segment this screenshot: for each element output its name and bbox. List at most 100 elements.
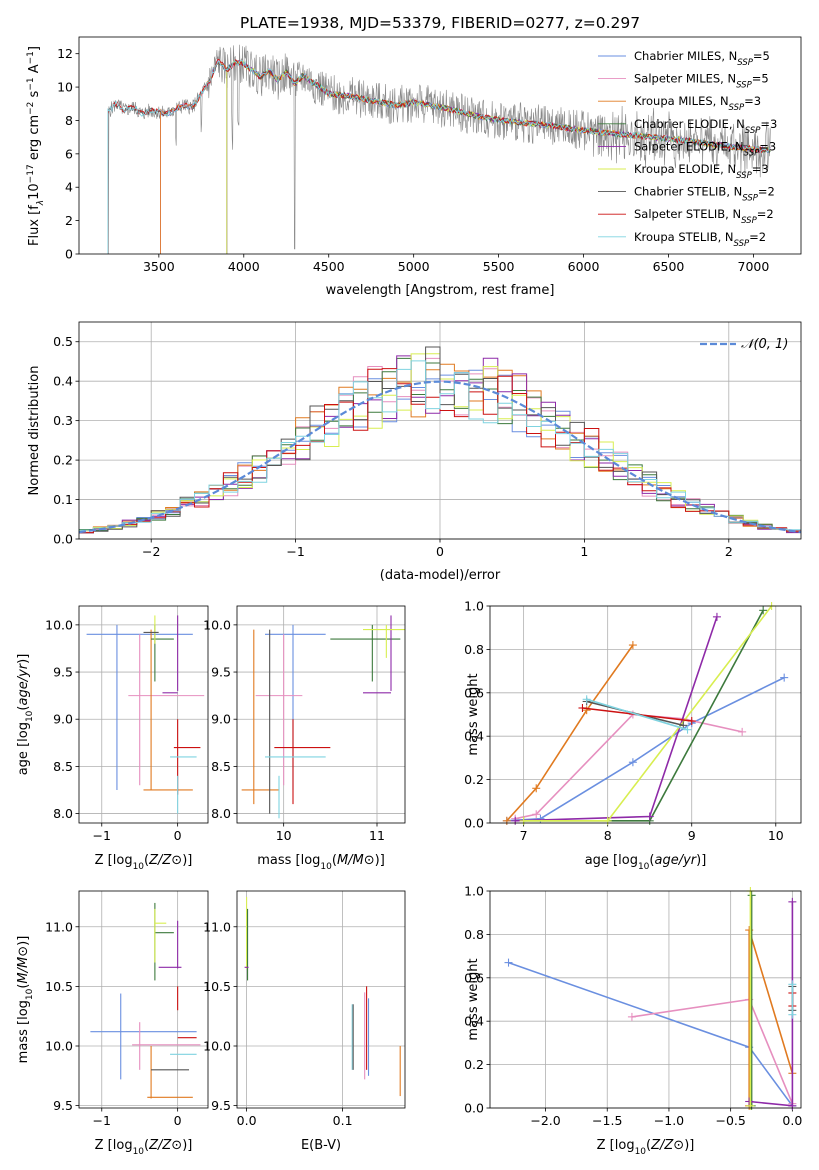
weight-line-kroupa-miles bbox=[506, 644, 634, 822]
legend-label: Chabrier STELIB, NSSP=2 bbox=[634, 185, 775, 204]
x-tick-label: 4000 bbox=[228, 259, 260, 274]
x-tick-label: 4500 bbox=[313, 259, 345, 274]
x-tick-label: 0 bbox=[174, 828, 182, 843]
plus-marker bbox=[645, 812, 654, 821]
y-tick-label: 0.4 bbox=[464, 729, 484, 744]
y-tick-label: 10.5 bbox=[45, 979, 73, 994]
figure-title: PLATE=1938, MJD=53379, FIBERID=0277, z=0… bbox=[240, 14, 640, 32]
y-tick-label: 0.0 bbox=[464, 1101, 484, 1116]
x-tick-label: −0.5 bbox=[715, 1113, 745, 1128]
plus-marker bbox=[628, 641, 637, 650]
plus-marker bbox=[747, 891, 756, 900]
plus-marker bbox=[745, 1097, 754, 1106]
plus-marker bbox=[511, 816, 520, 825]
x-tick-label: 0.0 bbox=[237, 1113, 257, 1128]
y-tick-label: 0.2 bbox=[53, 453, 73, 468]
y-tick-label: 0.1 bbox=[53, 492, 73, 507]
plus-marker bbox=[738, 727, 747, 736]
plus-marker bbox=[788, 1101, 797, 1110]
x-tick-label: −2 bbox=[142, 544, 160, 559]
y-axis-label: mass weight bbox=[466, 673, 481, 755]
y-tick-label: 0 bbox=[65, 247, 73, 262]
x-tick-label: −1.0 bbox=[654, 1113, 684, 1128]
axes-frame bbox=[78, 605, 209, 824]
y-tick-label: 0.6 bbox=[464, 970, 484, 985]
y-tick-label: 0.8 bbox=[464, 642, 484, 657]
plus-marker bbox=[502, 816, 511, 825]
x-axis-label: (data-model)/error bbox=[380, 568, 501, 583]
y-tick-label: 9.5 bbox=[211, 1098, 231, 1113]
axes-frame bbox=[236, 605, 406, 824]
legend-label: Salpeter MILES, NSSP=5 bbox=[634, 72, 769, 91]
weight-line-kroupa-miles bbox=[748, 929, 794, 1106]
y-axis-label: age [log10(age/yr)] bbox=[16, 654, 35, 776]
x-axis-label: E(B-V) bbox=[301, 1138, 341, 1153]
plus-marker bbox=[788, 980, 797, 989]
x-tick-label: 0.0 bbox=[782, 1113, 802, 1128]
y-tick-label: 8 bbox=[65, 113, 73, 128]
model-line-salpeter-miles bbox=[160, 58, 770, 254]
y-tick-label: 9.5 bbox=[53, 1098, 73, 1113]
x-axis-label: Z [log10(Z/Z⊙)] bbox=[597, 1138, 695, 1157]
model-line-chabrier-miles bbox=[160, 59, 770, 254]
y-tick-label: 0.2 bbox=[464, 772, 484, 787]
weight-line-salpeter-miles bbox=[515, 713, 743, 820]
y-tick-label: 9.0 bbox=[53, 712, 73, 727]
y-tick-label: 9.0 bbox=[211, 712, 231, 727]
x-tick-label: 8 bbox=[604, 828, 612, 843]
axes-frame bbox=[236, 890, 406, 1109]
y-tick-label: 0.8 bbox=[464, 927, 484, 942]
x-tick-label: 0 bbox=[436, 544, 444, 559]
x-tick-label: 3500 bbox=[143, 259, 175, 274]
spectrum-legend: Chabrier MILES, NSSP=5 Salpeter MILES, NS… bbox=[598, 49, 777, 249]
y-tick-label: 10.0 bbox=[45, 1039, 73, 1054]
plus-marker bbox=[603, 816, 612, 825]
plus-marker bbox=[712, 612, 721, 621]
model-line-kroupa-miles bbox=[160, 59, 770, 254]
plus-marker bbox=[746, 1101, 755, 1110]
mass-vs-ebv-panel: 0.0 0.1 9.5 10.0 10.5 11.0 E(B-V) bbox=[203, 890, 406, 1153]
y-tick-label: 0.5 bbox=[53, 334, 73, 349]
x-tick-label: 5500 bbox=[483, 259, 515, 274]
y-tick-label: 9.5 bbox=[53, 665, 73, 680]
x-tick-label: 1 bbox=[580, 544, 588, 559]
x-axis-label: mass [log10(M/M⊙)] bbox=[257, 853, 385, 872]
gaussian-curve bbox=[78, 380, 802, 534]
y-tick-label: 1.0 bbox=[464, 599, 484, 614]
x-tick-label: 6500 bbox=[653, 259, 685, 274]
y-tick-label: 0.2 bbox=[464, 1057, 484, 1072]
y-tick-label: 4 bbox=[65, 180, 73, 195]
x-tick-label: 11 bbox=[369, 828, 385, 843]
legend-label: Kroupa STELIB, NSSP=2 bbox=[634, 230, 766, 249]
axes-frame bbox=[489, 605, 802, 824]
plus-marker bbox=[628, 758, 637, 767]
legend-label: Chabrier MILES, NSSP=5 bbox=[634, 49, 770, 68]
mass-vs-metallicity-panel: −1 0 9.5 10.0 10.5 11.0 Z [log10(Z/Z⊙)] mass [l… bbox=[16, 890, 209, 1157]
plus-marker bbox=[504, 958, 513, 967]
y-tick-label: 0.0 bbox=[464, 816, 484, 831]
legend-label: Salpeter ELODIE, NSSP=3 bbox=[634, 139, 776, 158]
y-tick-label: 11.0 bbox=[203, 919, 231, 934]
plus-marker bbox=[578, 703, 587, 712]
x-tick-label: −2.0 bbox=[530, 1113, 560, 1128]
weight-line-kroupa-stelib bbox=[586, 698, 688, 731]
y-axis-label: mass [log10(M/M⊙)] bbox=[16, 936, 35, 1064]
y-tick-label: 0.3 bbox=[53, 413, 73, 428]
spectrum-data-line bbox=[107, 44, 771, 254]
mass-weight-vs-age-panel: 7 8 9 10 0.0 0.2 0.4 0.6 0.8 1.0 age [log10(age/yr… bbox=[464, 599, 802, 872]
model-line-chabrier-stelib bbox=[107, 61, 771, 254]
plus-marker bbox=[532, 810, 541, 819]
x-tick-label: 5000 bbox=[398, 259, 430, 274]
y-tick-label: 6 bbox=[65, 146, 73, 161]
plus-marker bbox=[687, 717, 696, 726]
y-tick-label: 0.4 bbox=[53, 374, 73, 389]
y-tick-label: 0.6 bbox=[464, 685, 484, 700]
x-axis-label: wavelength [Angstrom, rest frame] bbox=[326, 283, 555, 298]
x-axis-label: Z [log10(Z/Z⊙)] bbox=[95, 853, 193, 872]
y-axis-label: mass weight bbox=[466, 958, 481, 1040]
y-tick-label: 12 bbox=[57, 46, 73, 61]
plus-marker bbox=[683, 725, 692, 734]
y-tick-label: 10.5 bbox=[203, 979, 231, 994]
plus-marker bbox=[780, 673, 789, 682]
